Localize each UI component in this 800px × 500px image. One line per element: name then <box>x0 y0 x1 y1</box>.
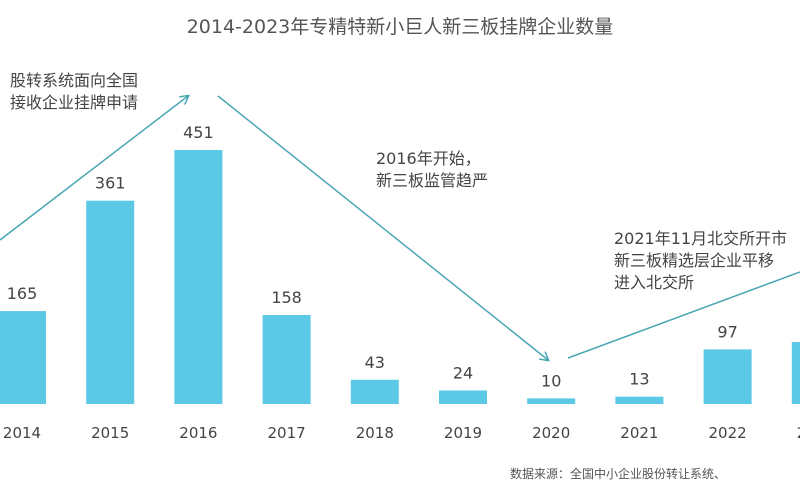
x-tick-label-2019: 2019 <box>444 424 482 442</box>
annotation-line: 2021年11月北交所开市 <box>614 229 788 248</box>
x-tick-label-2023: 2023 <box>797 424 800 442</box>
bar-2021 <box>615 396 664 404</box>
value-label-2020: 10 <box>541 371 561 390</box>
value-label-2015: 361 <box>95 174 126 193</box>
bar-2020 <box>527 398 576 404</box>
value-label-2018: 43 <box>365 353 385 372</box>
trend-arrow-up-2 <box>567 271 800 359</box>
annotation-3: 2021年11月北交所开市 新三板精选层企业平移 进入北交所 <box>614 228 787 294</box>
x-tick-label-2021: 2021 <box>620 424 658 442</box>
bar-2022 <box>703 349 752 404</box>
trend-arrow-up <box>0 96 188 241</box>
value-label-2022: 97 <box>717 322 737 341</box>
chart-title: 2014-2023年专精特新小巨人新三板挂牌企业数量 <box>186 16 614 38</box>
x-tick-label-2022: 2022 <box>709 424 747 442</box>
annotation-line: 进入北交所 <box>614 273 695 292</box>
value-label-2016: 451 <box>183 123 214 142</box>
annotation-line: 新三板精选层企业平移 <box>614 251 775 270</box>
annotation-line: 股转系统面向全国 <box>10 71 139 90</box>
bar-2018 <box>350 379 399 404</box>
bar-2017 <box>262 315 311 404</box>
x-tick-label-2015: 2015 <box>91 424 129 442</box>
x-tick-label-2018: 2018 <box>356 424 394 442</box>
value-label-2021: 13 <box>629 370 649 389</box>
bar-2015 <box>86 200 135 404</box>
annotation-line: 2016年开始， <box>376 149 481 168</box>
annotation-1: 股转系统面向全国 接收企业挂牌申请 <box>10 70 138 114</box>
value-label-2017: 158 <box>271 288 302 307</box>
bar-2016 <box>174 150 223 404</box>
source-note: 数据来源：全国中小企业股份转让系统、 <box>510 467 727 481</box>
bar-2019 <box>439 390 487 404</box>
x-tick-label-2017: 2017 <box>268 424 306 442</box>
value-label-2014: 165 <box>7 284 38 303</box>
x-tick-label-2014: 2014 <box>3 424 41 442</box>
value-label-2019: 24 <box>453 363 473 382</box>
trend-arrow-down <box>217 95 548 360</box>
annotation-line: 新三板监管趋严 <box>376 171 489 190</box>
bar-2023 <box>791 342 800 404</box>
x-tick-label-2016: 2016 <box>179 424 217 442</box>
annotation-line: 接收企业挂牌申请 <box>10 93 139 112</box>
bar-2014 <box>0 311 46 404</box>
annotation-2: 2016年开始， 新三板监管趋严 <box>376 148 488 192</box>
x-tick-label-2020: 2020 <box>532 424 570 442</box>
